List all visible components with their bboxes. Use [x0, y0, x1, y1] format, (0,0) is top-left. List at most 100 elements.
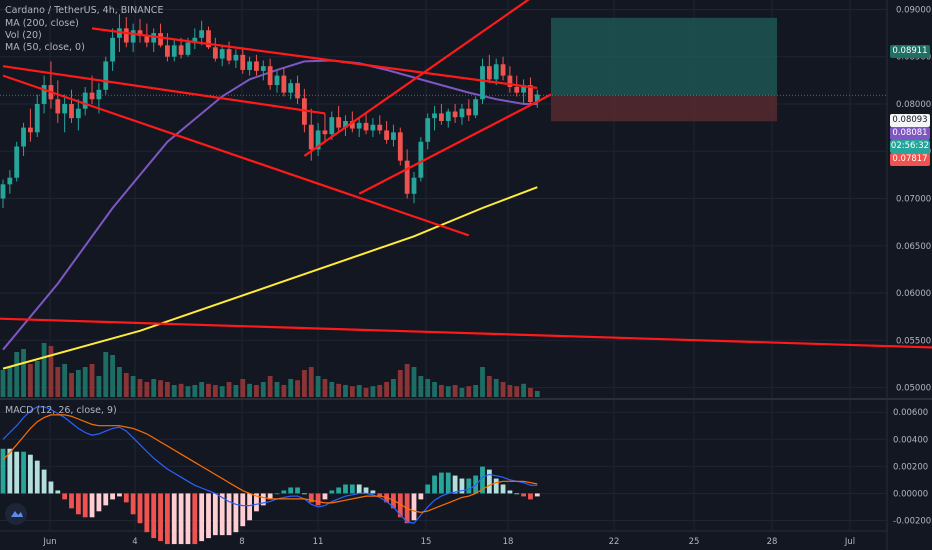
macd-axis-label: 0.00000 [893, 489, 928, 499]
ma50-legend[interactable]: MA (50, close, 0) [5, 42, 85, 53]
candle-body [473, 99, 479, 116]
volume-bar [514, 386, 520, 397]
time-axis-label: 8 [239, 537, 244, 547]
candle-body [466, 108, 472, 116]
candle-body [21, 127, 26, 147]
macd-histogram-bar [28, 454, 33, 494]
volume-bar [7, 367, 13, 397]
volume-bar [500, 382, 506, 397]
volume-bar [418, 376, 424, 397]
macd-legend[interactable]: MACD (12, 26, close, 9) [5, 405, 117, 416]
macd-histogram-bar [219, 493, 225, 536]
macd-line [2, 406, 538, 524]
macd-histogram-bar [123, 493, 129, 503]
macd-histogram-bar [500, 484, 506, 494]
candle-body [185, 42, 191, 55]
macd-histogram-bar [528, 493, 533, 500]
volume-bar [452, 385, 458, 397]
macd-histogram-bar [171, 493, 177, 545]
volume-bar [0, 370, 6, 397]
macd-axis-label: -0.00200 [893, 517, 931, 527]
macd-histogram-bar [432, 475, 437, 494]
volume-bar [480, 367, 485, 397]
volume-bar [439, 385, 444, 397]
macd-histogram-bar [89, 493, 95, 518]
volume-bar [123, 373, 129, 397]
macd-histogram-bar [343, 484, 348, 494]
volume-bar [41, 343, 47, 397]
volume-bar [89, 364, 95, 397]
volume-bar [281, 385, 287, 397]
volume-bar [343, 385, 348, 397]
macd-histogram-bar [445, 472, 451, 494]
candle-body [89, 92, 95, 100]
macd-histogram-bar [281, 490, 287, 494]
macd-histogram-bar [14, 451, 20, 494]
macd-histogram-bar [288, 487, 294, 494]
candle-body [507, 75, 513, 87]
candle-body [62, 103, 68, 114]
candle-body [445, 111, 451, 121]
volume-bar [117, 367, 122, 397]
candle-body [329, 117, 335, 135]
volume-bar [212, 385, 218, 397]
price-axis-label: 0.05000 [896, 384, 931, 394]
volume-bar [192, 385, 198, 397]
time-axis-label: 25 [689, 537, 700, 547]
volume-bar [315, 376, 321, 397]
target-price-tag: 0.08911 [890, 45, 930, 58]
macd-histogram-bar [0, 448, 6, 494]
tradingview-logo[interactable] [5, 503, 27, 525]
candle-body [528, 85, 533, 103]
macd-histogram-bar [302, 493, 307, 495]
chart-title: Cardano / TetherUS, 4h, BINANCE [5, 5, 164, 16]
candle-body [41, 85, 47, 104]
volume-bar [377, 385, 383, 397]
candle-body [336, 117, 342, 128]
macd-histogram-bar [260, 493, 266, 506]
trendlines [0, 0, 932, 349]
candle-body [14, 146, 20, 178]
candle-body [308, 124, 314, 150]
macd-histogram-bar [103, 493, 109, 506]
macd-axis-label: 0.00600 [893, 408, 928, 418]
macd-histogram-bar [62, 493, 68, 500]
volume-bar [247, 383, 252, 397]
volume-bar [144, 382, 150, 397]
candle-body [28, 127, 33, 133]
candle-body [247, 61, 252, 70]
volume-bar [349, 386, 355, 397]
candle-body [322, 130, 328, 135]
trendline [358, 93, 552, 195]
candle-body [356, 122, 362, 129]
volume-bar [48, 346, 54, 397]
price-axis-label: 0.06000 [896, 289, 931, 299]
macd-histogram-bar [226, 493, 232, 536]
volume-bar [171, 385, 177, 397]
volume-bar [75, 370, 81, 397]
volume-bar [459, 388, 465, 397]
candle-body [233, 54, 239, 61]
candle-body [171, 45, 177, 57]
volume-bar [363, 388, 369, 397]
volume-bar [521, 383, 526, 397]
ma200-legend[interactable]: MA (200, close) [5, 18, 79, 29]
macd-histogram-bar [199, 493, 205, 542]
volume-legend[interactable]: Vol (20) [5, 30, 42, 41]
volume-bar [356, 385, 362, 397]
candle-body [459, 108, 465, 118]
macd-histogram-bar [151, 493, 157, 539]
candle-body [7, 177, 13, 185]
macd-histogram-bar [493, 478, 499, 494]
macd-axis-label: 0.00200 [893, 462, 928, 472]
candle-body [158, 33, 163, 46]
volume-bar [267, 376, 273, 397]
macd-histogram-bar [75, 493, 81, 515]
macd-histogram-bar [486, 469, 492, 494]
volume-bar [178, 383, 184, 397]
time-axis-label: 18 [503, 537, 514, 547]
candle-body [219, 49, 225, 59]
trendline [2, 74, 470, 237]
volume-bar [404, 364, 410, 397]
